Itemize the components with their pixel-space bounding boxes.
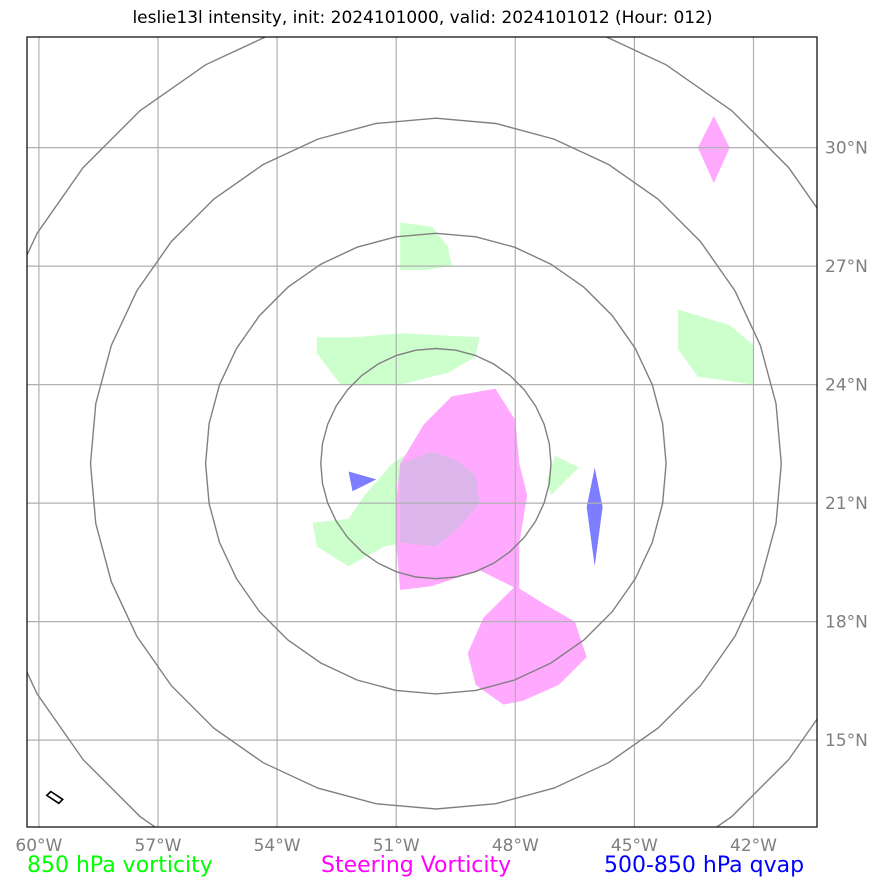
latitude-label: 15°N [825,731,868,751]
overlap-layer [400,451,480,547]
qvap-region [586,467,603,567]
legend-vort850: 850 hPa vorticity [27,853,213,878]
longitude-label: 48°W [492,836,539,856]
longitude-labels: 60°W 57°W 54°W 51°W 48°W 45°W 42°W [15,836,777,856]
longitude-label: 42°W [730,836,777,856]
range-ring [27,37,817,827]
vort850-region [312,455,405,567]
range-ring [89,117,783,810]
latitude-label: 24°N [825,376,868,396]
longitude-label: 45°W [611,836,658,856]
legend-steering-vorticity: Steering Vorticity [321,853,512,878]
latitude-label: 27°N [825,257,868,277]
vort850-region [400,222,452,270]
legend-qvap: 500-850 hPa qvap [604,853,805,878]
longitude-label: 54°W [254,836,301,856]
range-rings [27,37,817,827]
map-frame [26,36,818,828]
storm-marker-outline [45,790,64,805]
latitude-label: 30°N [825,139,868,159]
overlap-region [400,451,480,547]
latitude-labels: 15°N 18°N 21°N 24°N 27°N 30°N [825,139,868,751]
range-ring [204,232,667,695]
latitude-label: 18°N [825,613,868,633]
latitude-label: 21°N [825,494,868,514]
longitude-label: 60°W [15,836,62,856]
storm-marker [45,790,64,805]
map-plot-area [27,37,817,827]
vort850-region [547,455,579,496]
range-ring [320,347,552,580]
steering-vorticity-region [467,586,587,705]
vort850-region [678,309,754,385]
qvap-layer [348,467,603,567]
steering-vorticity-region [697,116,730,184]
map-title: leslie13l intensity, init: 2024101000, v… [132,8,713,28]
qvap-region [348,471,377,492]
longitude-label: 51°W [373,836,420,856]
vort850-region [316,333,480,385]
longitude-label: 57°W [135,836,182,856]
